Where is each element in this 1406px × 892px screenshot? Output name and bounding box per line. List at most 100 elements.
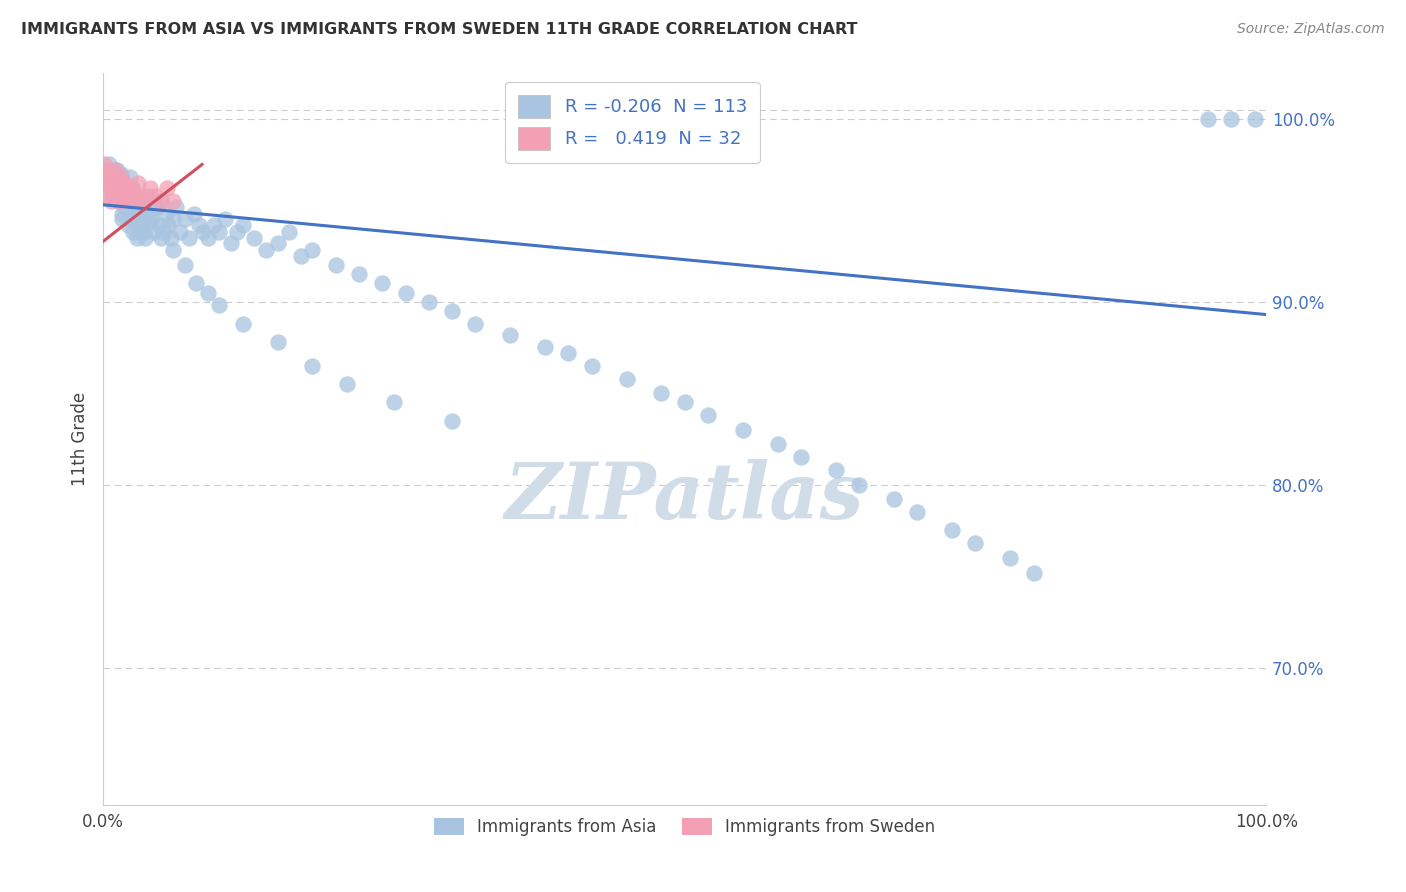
Point xyxy=(157,218,180,232)
Point xyxy=(1197,112,1219,126)
Point xyxy=(136,207,159,221)
Point xyxy=(232,317,254,331)
Point xyxy=(464,317,486,331)
Point xyxy=(1022,566,1045,580)
Point xyxy=(824,463,846,477)
Point xyxy=(129,194,152,208)
Point xyxy=(93,157,115,171)
Point xyxy=(131,212,153,227)
Point xyxy=(152,225,174,239)
Point xyxy=(125,188,148,202)
Point xyxy=(100,194,122,208)
Point xyxy=(114,200,136,214)
Point xyxy=(117,188,139,202)
Point xyxy=(124,203,146,218)
Point xyxy=(104,181,127,195)
Point xyxy=(905,505,928,519)
Point xyxy=(243,230,266,244)
Point xyxy=(101,188,124,202)
Point xyxy=(848,477,870,491)
Point xyxy=(441,414,464,428)
Point xyxy=(965,536,987,550)
Point xyxy=(131,194,153,208)
Point xyxy=(325,258,347,272)
Point xyxy=(159,230,181,244)
Point xyxy=(883,492,905,507)
Point xyxy=(103,185,125,199)
Point xyxy=(186,277,208,291)
Point xyxy=(155,207,177,221)
Point xyxy=(114,188,136,202)
Point xyxy=(143,225,166,239)
Point xyxy=(121,181,143,195)
Point xyxy=(290,249,312,263)
Point xyxy=(105,163,128,178)
Point xyxy=(697,408,720,422)
Point xyxy=(122,225,145,239)
Text: ZIPatlas: ZIPatlas xyxy=(505,459,865,536)
Point xyxy=(145,188,167,202)
Point xyxy=(145,200,167,214)
Point xyxy=(650,386,672,401)
Point xyxy=(162,194,184,208)
Point xyxy=(1000,551,1022,566)
Point xyxy=(94,176,117,190)
Point xyxy=(145,200,167,214)
Point xyxy=(118,170,141,185)
Point xyxy=(150,230,173,244)
Point xyxy=(197,285,219,300)
Point xyxy=(156,181,179,195)
Point xyxy=(111,188,134,202)
Point xyxy=(125,188,148,202)
Point xyxy=(187,218,209,232)
Point xyxy=(127,176,149,190)
Point xyxy=(232,218,254,232)
Point xyxy=(534,341,557,355)
Point xyxy=(115,185,138,199)
Point xyxy=(97,157,120,171)
Point xyxy=(134,188,156,202)
Point xyxy=(121,181,143,195)
Point xyxy=(499,327,522,342)
Point xyxy=(179,230,201,244)
Point xyxy=(96,163,118,178)
Point xyxy=(128,218,150,232)
Point xyxy=(191,225,214,239)
Point xyxy=(165,200,187,214)
Point xyxy=(121,185,143,199)
Point xyxy=(125,230,148,244)
Point xyxy=(197,230,219,244)
Point xyxy=(1243,112,1265,126)
Point xyxy=(138,181,160,195)
Point xyxy=(110,167,132,181)
Point xyxy=(1220,112,1243,126)
Point xyxy=(150,194,173,208)
Point xyxy=(132,200,155,214)
Point xyxy=(254,244,277,258)
Point xyxy=(208,298,231,312)
Point xyxy=(202,218,225,232)
Point xyxy=(107,188,129,202)
Point xyxy=(394,285,416,300)
Point xyxy=(118,194,141,208)
Point xyxy=(173,212,195,227)
Point xyxy=(418,294,440,309)
Point xyxy=(108,179,131,194)
Point xyxy=(266,236,288,251)
Point xyxy=(110,170,132,185)
Point xyxy=(150,194,173,208)
Point xyxy=(266,334,288,349)
Text: Source: ZipAtlas.com: Source: ZipAtlas.com xyxy=(1237,22,1385,37)
Point xyxy=(581,359,603,373)
Point xyxy=(162,212,184,227)
Point xyxy=(169,225,191,239)
Legend: Immigrants from Asia, Immigrants from Sweden: Immigrants from Asia, Immigrants from Sw… xyxy=(426,809,943,844)
Point xyxy=(131,225,153,239)
Point xyxy=(118,194,141,208)
Point xyxy=(941,524,963,538)
Point xyxy=(107,194,129,208)
Point xyxy=(108,194,131,208)
Point xyxy=(731,423,754,437)
Point xyxy=(616,371,638,385)
Point xyxy=(112,176,135,190)
